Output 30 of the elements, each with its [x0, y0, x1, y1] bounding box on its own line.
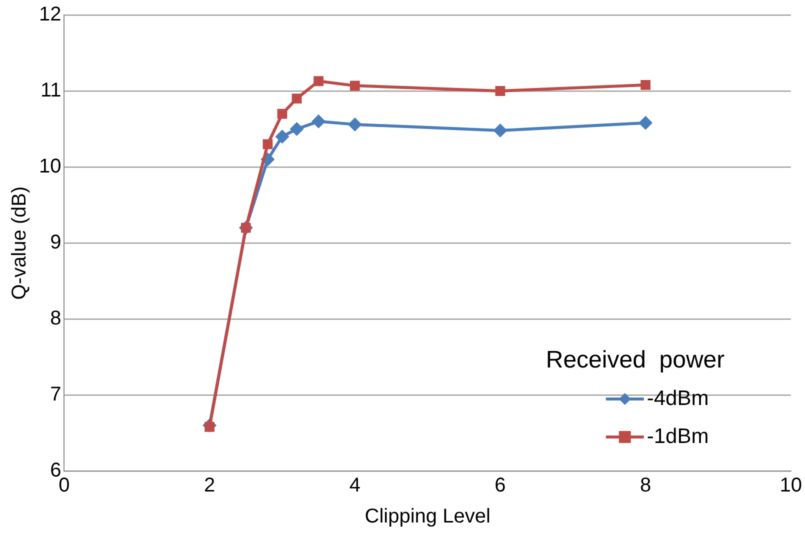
point	[493, 124, 508, 138]
y-tick-label: 9	[50, 232, 62, 254]
x-tick-label: 6	[494, 474, 506, 497]
x-tick-label: 10	[780, 474, 802, 497]
x-tick-label: 4	[349, 474, 360, 497]
point	[638, 116, 653, 130]
legend-label: -1dBm	[646, 424, 709, 448]
x-tick-label: 2	[204, 474, 216, 497]
y-tick-label: 11	[40, 80, 62, 102]
point	[275, 130, 290, 144]
point	[277, 108, 288, 119]
point	[292, 94, 302, 104]
x-tick-label: 0	[58, 474, 70, 497]
x-tick-label: 8	[640, 474, 652, 497]
point	[314, 76, 324, 86]
point	[640, 80, 650, 90]
x-axis-title: Clipping Level	[364, 506, 490, 528]
point	[495, 86, 506, 96]
point	[312, 114, 326, 128]
point	[348, 117, 362, 132]
point	[262, 139, 273, 150]
legend-label: -4dBm	[646, 386, 709, 410]
legend-title: Received power	[546, 346, 725, 374]
y-tick-label: 8	[50, 308, 62, 330]
y-tick-label: 10	[38, 156, 62, 178]
y-tick-label: 7	[50, 384, 62, 406]
point	[350, 80, 360, 91]
y-axis-title: Q-value (dB)	[8, 186, 31, 300]
point	[290, 122, 304, 136]
y-tick-label: 12	[38, 4, 62, 26]
